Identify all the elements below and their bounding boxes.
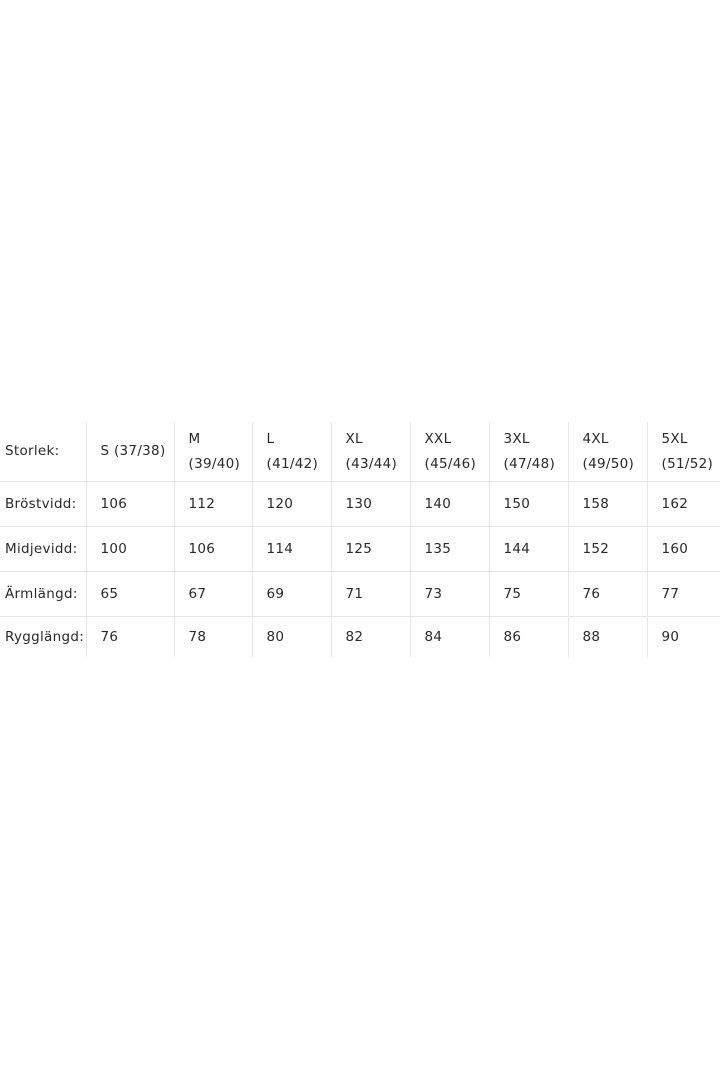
row-label: Rygglängd: — [0, 616, 86, 657]
size-name: XXL — [424, 430, 452, 447]
measurement-cell: 120 — [251, 481, 331, 527]
header-row: Storlek: S (37/38) M (39/40) L (41/42) XL (43/4… — [0, 422, 720, 482]
size-eu: (43/44) — [345, 455, 398, 472]
size-name: 4XL — [582, 430, 609, 447]
measurement-cell: 162 — [646, 481, 720, 527]
size-header: XL (43/44) — [330, 422, 410, 482]
size-header: 4XL (49/50) — [567, 422, 647, 482]
measurement-cell: 76 — [85, 616, 174, 657]
size-name: 5XL — [661, 430, 688, 447]
measurement-cell: 150 — [488, 481, 568, 527]
size-header: XXL (45/46) — [409, 422, 489, 482]
row-label: Ärmlängd: — [0, 571, 86, 617]
size-header: M (39/40) — [173, 422, 252, 482]
measurement-cell: 106 — [173, 526, 252, 572]
measurement-cell: 90 — [646, 616, 720, 657]
size-name: S — [100, 443, 110, 459]
measurement-cell: 135 — [409, 526, 489, 572]
size-name: 3XL — [503, 430, 530, 447]
measurement-cell: 69 — [251, 571, 331, 617]
size-chart-table: Storlek: S (37/38) M (39/40) L (41/42) XL (43/4… — [0, 422, 720, 657]
row-label: Midjevidd: — [0, 526, 86, 572]
table-row: Ärmlängd: 65 67 69 71 73 75 76 77 — [0, 571, 720, 617]
size-name: XL — [345, 430, 363, 447]
table-row: Bröstvidd: 106 112 120 130 140 150 158 162 — [0, 481, 720, 527]
size-header: S (37/38) — [85, 422, 174, 482]
size-eu: (47/48) — [503, 455, 556, 472]
measurement-cell: 73 — [409, 571, 489, 617]
header-label: Storlek: — [5, 443, 60, 459]
size-eu: (51/52) — [661, 455, 714, 472]
measurement-cell: 67 — [173, 571, 252, 617]
table-row: Rygglängd: 76 78 80 82 84 86 88 90 — [0, 616, 720, 657]
measurement-cell: 106 — [85, 481, 174, 527]
measurement-cell: 114 — [251, 526, 331, 572]
measurement-cell: 75 — [488, 571, 568, 617]
measurement-cell: 65 — [85, 571, 174, 617]
measurement-cell: 71 — [330, 571, 410, 617]
row-label: Bröstvidd: — [0, 481, 86, 527]
measurement-cell: 77 — [646, 571, 720, 617]
size-name: M — [188, 430, 201, 447]
measurement-cell: 160 — [646, 526, 720, 572]
measurement-cell: 112 — [173, 481, 252, 527]
measurement-cell: 152 — [567, 526, 647, 572]
measurement-cell: 140 — [409, 481, 489, 527]
size-header: L (41/42) — [251, 422, 331, 482]
size-eu: (37/38) — [113, 443, 166, 459]
measurement-cell: 125 — [330, 526, 410, 572]
measurement-cell: 76 — [567, 571, 647, 617]
measurement-cell: 100 — [85, 526, 174, 572]
size-header: 3XL (47/48) — [488, 422, 568, 482]
size-header: 5XL (51/52) — [646, 422, 720, 482]
measurement-cell: 88 — [567, 616, 647, 657]
size-eu: (41/42) — [266, 455, 319, 472]
measurement-cell: 84 — [409, 616, 489, 657]
size-eu: (39/40) — [188, 455, 241, 472]
measurement-cell: 86 — [488, 616, 568, 657]
size-name: L — [266, 430, 275, 447]
table-row: Midjevidd: 100 106 114 125 135 144 152 160 — [0, 526, 720, 572]
size-eu: (45/46) — [424, 455, 477, 472]
measurement-cell: 78 — [173, 616, 252, 657]
measurement-cell: 130 — [330, 481, 410, 527]
measurement-cell: 144 — [488, 526, 568, 572]
size-eu: (49/50) — [582, 455, 635, 472]
measurement-cell: 82 — [330, 616, 410, 657]
measurement-cell: 158 — [567, 481, 647, 527]
measurement-cell: 80 — [251, 616, 331, 657]
